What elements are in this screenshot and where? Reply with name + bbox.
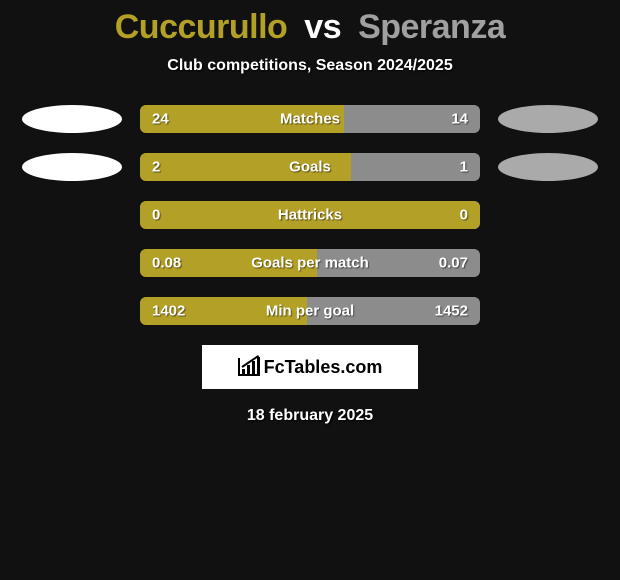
player2-name: Speranza [358,8,505,46]
stat-value-right: 14 [451,111,468,128]
stat-label: Min per goal [266,303,354,320]
stat-label: Goals [289,159,331,176]
stat-row: 1402 Min per goal 1452 [0,297,620,325]
stat-value-right: 1452 [435,303,468,320]
stat-label: Goals per match [251,255,369,272]
stat-label: Matches [280,111,340,128]
stat-bar: 1402 Min per goal 1452 [140,297,480,325]
stat-value-left: 1402 [152,303,185,320]
stat-bar: 2 Goals 1 [140,153,480,181]
stat-value-right: 0 [460,207,468,224]
title: Cuccurullo vs Speranza [0,8,620,47]
stat-value-right: 1 [460,159,468,176]
stat-value-left: 0 [152,207,160,224]
player1-avatar [22,153,122,181]
player1-name: Cuccurullo [115,8,288,46]
logo-box: FcTables.com [202,345,418,389]
stat-bar: 0 Hattricks 0 [140,201,480,229]
stat-row: 24 Matches 14 [0,105,620,133]
player2-avatar [498,105,598,133]
stat-bar: 0.08 Goals per match 0.07 [140,249,480,277]
stat-label: Hattricks [278,207,342,224]
stat-row: 2 Goals 1 [0,153,620,181]
stat-row: 0.08 Goals per match 0.07 [0,249,620,277]
subtitle: Club competitions, Season 2024/2025 [0,57,620,75]
stat-value-left: 0.08 [152,255,181,272]
stats-list: 24 Matches 14 2 Goals 1 0 Hattricks 0 0.08 Goals p… [0,105,620,325]
date-text: 18 february 2025 [0,407,620,425]
chart-icon [238,358,260,376]
stat-value-right: 0.07 [439,255,468,272]
stat-bar: 24 Matches 14 [140,105,480,133]
stat-value-left: 24 [152,111,169,128]
stat-value-left: 2 [152,159,160,176]
vs-text: vs [304,8,341,46]
comparison-card: Cuccurullo vs Speranza Club competitions… [0,0,620,425]
stat-row: 0 Hattricks 0 [0,201,620,229]
player2-avatar [498,153,598,181]
logo-text: FcTables.com [264,357,383,378]
player1-avatar [22,105,122,133]
